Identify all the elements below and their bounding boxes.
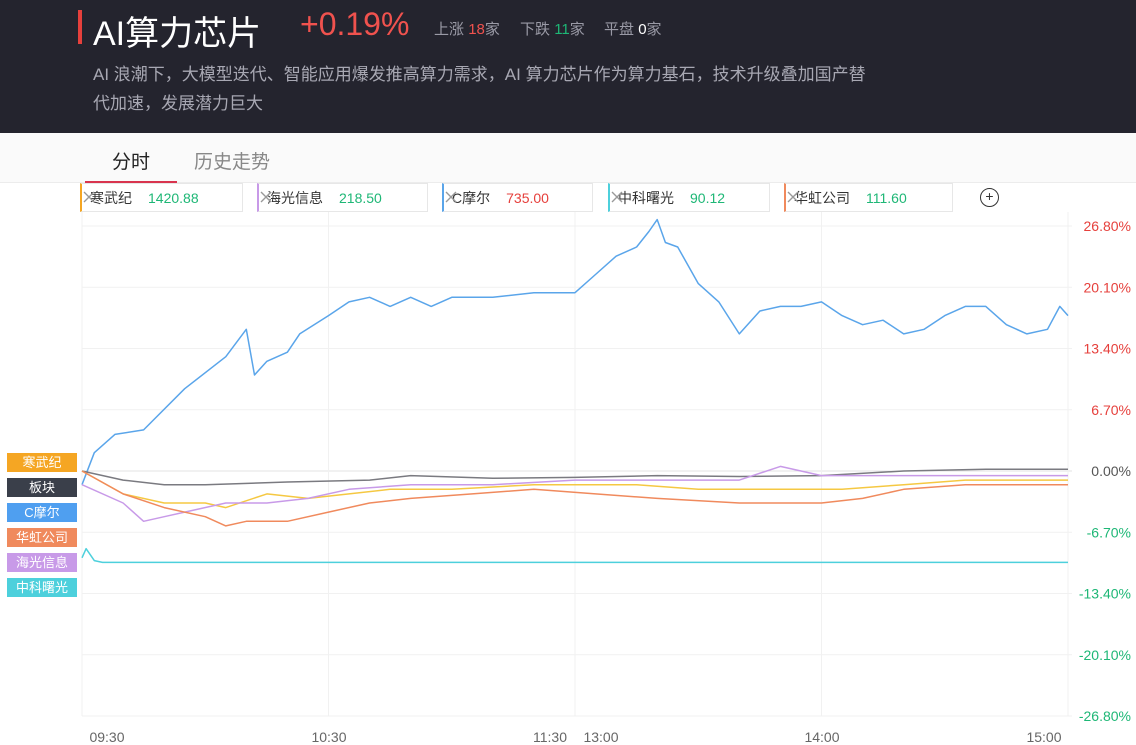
legend-name: 华虹公司 (794, 189, 850, 206)
sector-description: AI 浪潮下，大模型迭代、智能应用爆发推高算力需求，AI 算力芯片作为算力基石，… (93, 65, 866, 113)
header: AI算力芯片 +0.19% 上涨 18家 下跌 11家 平盘 0家 AI 浪潮下… (0, 0, 1136, 133)
sector-change: +0.19% (300, 6, 410, 42)
close-icon[interactable] (259, 190, 273, 204)
tab-intraday[interactable]: 分时 (112, 152, 151, 173)
flat-unit: 家 (646, 21, 662, 38)
page-title: AI算力芯片 (93, 15, 262, 53)
y-tick-label: 0.00% (1091, 463, 1131, 479)
series-tag-sector: 板块 (7, 478, 77, 497)
legend-name: 海光信息 (267, 189, 323, 206)
legend-value: 111.60 (866, 189, 907, 206)
close-icon[interactable] (444, 190, 458, 204)
up-count-stat: 上涨 18家 (434, 18, 500, 39)
x-tick-label: 10:30 (311, 729, 346, 745)
legend-value: 90.12 (690, 189, 726, 206)
y-tick-label: 13.40% (1084, 341, 1131, 357)
plus-circle-icon[interactable]: + (980, 188, 999, 207)
flat-count: 0 (638, 21, 647, 38)
y-tick-label: -13.40% (1079, 586, 1131, 602)
down-count: 11 (554, 21, 570, 38)
y-tick-label: -26.80% (1079, 708, 1131, 724)
x-tick-label: 11:30 (533, 729, 567, 745)
down-unit: 家 (569, 21, 585, 38)
legend-chip-sugon[interactable]: 中科曙光 90.12 (608, 183, 770, 212)
series-line (81, 218, 1069, 485)
legend-value: 1420.88 (148, 189, 199, 206)
flat-count-stat: 平盘 0家 (604, 18, 662, 39)
title-accent-bar (78, 10, 82, 44)
up-unit: 家 (484, 21, 500, 38)
close-icon[interactable] (82, 190, 96, 204)
series-line (81, 470, 1068, 527)
legend-chip-cambricon[interactable]: 寒武纪 1420.88 (80, 183, 243, 212)
series-line (81, 468, 1068, 486)
down-count-stat: 下跌 11家 (520, 18, 585, 39)
y-tick-label: 26.80% (1084, 218, 1131, 234)
series-tag-sugon: 中科曙光 (7, 578, 77, 597)
y-tick-label: -20.10% (1079, 647, 1131, 663)
series-tag-cmoore: C摩尔 (7, 503, 77, 522)
tab-bar: 分时 历史走势 (0, 133, 1136, 183)
x-tick-label: 15:00 (1026, 729, 1061, 745)
series-line (81, 465, 1068, 523)
legend-name: 中科曙光 (618, 189, 674, 206)
series-line (81, 470, 1068, 509)
series-tag-cambricon: 寒武纪 (7, 453, 77, 472)
y-tick-label: -6.70% (1087, 524, 1131, 540)
close-icon[interactable] (786, 190, 800, 204)
close-icon[interactable] (610, 190, 624, 204)
legend-name: 寒武纪 (90, 189, 132, 206)
legend-name: C摩尔 (452, 189, 491, 206)
up-label: 上涨 (434, 21, 465, 38)
legend-chip-hygon[interactable]: 海光信息 218.50 (257, 183, 428, 212)
x-tick-label: 09:30 (89, 729, 124, 745)
x-tick-label: 13:00 (583, 729, 618, 745)
legend-value: 735.00 (506, 189, 549, 206)
legend-value: 218.50 (339, 189, 382, 206)
down-label: 下跌 (520, 21, 551, 38)
flat-label: 平盘 (604, 21, 635, 38)
series-tag-huahong: 华虹公司 (7, 528, 77, 547)
legend-chip-cmoore[interactable]: C摩尔 735.00 (442, 183, 593, 212)
y-tick-label: 20.10% (1084, 279, 1131, 295)
series-line (81, 547, 1068, 564)
x-tick-label: 14:00 (804, 729, 839, 745)
active-tab-indicator (85, 181, 177, 183)
series-tag-hygon: 海光信息 (7, 553, 77, 572)
legend-chip-huahong[interactable]: 华虹公司 111.60 (784, 183, 953, 212)
y-tick-label: 6.70% (1091, 402, 1131, 418)
up-count: 18 (468, 21, 485, 38)
tab-history[interactable]: 历史走势 (194, 152, 271, 173)
